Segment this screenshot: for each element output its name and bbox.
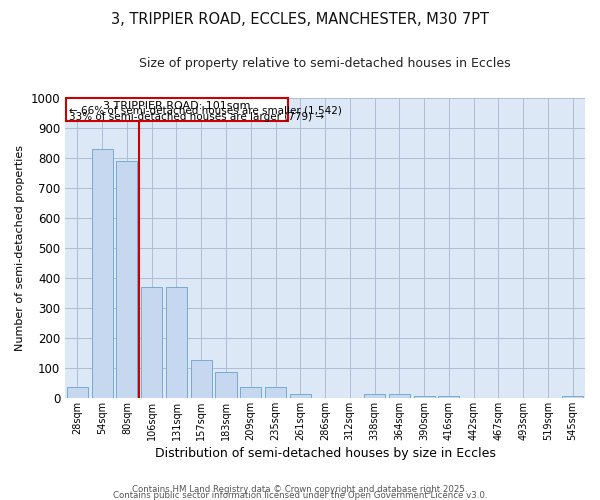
Bar (438, 396, 460, 398)
Text: Contains public sector information licensed under the Open Government Licence v3: Contains public sector information licen… (113, 490, 487, 500)
Bar (191, 360, 212, 398)
Text: ← 66% of semi-detached houses are smaller (1,542): ← 66% of semi-detached houses are smalle… (69, 106, 341, 116)
Bar (364, 394, 385, 398)
Text: Contains HM Land Registry data © Crown copyright and database right 2025.: Contains HM Land Registry data © Crown c… (132, 484, 468, 494)
Bar (215, 372, 236, 398)
Y-axis label: Number of semi-detached properties: Number of semi-detached properties (15, 145, 25, 351)
Bar (240, 388, 261, 398)
FancyBboxPatch shape (66, 98, 288, 120)
Bar (67, 388, 88, 398)
Bar (290, 394, 311, 398)
Bar (389, 394, 410, 398)
Text: 3 TRIPPIER ROAD: 101sqm: 3 TRIPPIER ROAD: 101sqm (103, 101, 251, 111)
X-axis label: Distribution of semi-detached houses by size in Eccles: Distribution of semi-detached houses by … (155, 447, 496, 460)
Bar (116, 161, 137, 398)
Bar (166, 287, 187, 398)
Text: 33% of semi-detached houses are larger (779) →: 33% of semi-detached houses are larger (… (69, 112, 324, 122)
Bar (141, 287, 162, 398)
Bar (92, 149, 113, 398)
Bar (265, 388, 286, 398)
Title: Size of property relative to semi-detached houses in Eccles: Size of property relative to semi-detach… (139, 58, 511, 70)
Bar (562, 396, 583, 398)
Text: 3, TRIPPIER ROAD, ECCLES, MANCHESTER, M30 7PT: 3, TRIPPIER ROAD, ECCLES, MANCHESTER, M3… (111, 12, 489, 28)
Bar (413, 396, 434, 398)
